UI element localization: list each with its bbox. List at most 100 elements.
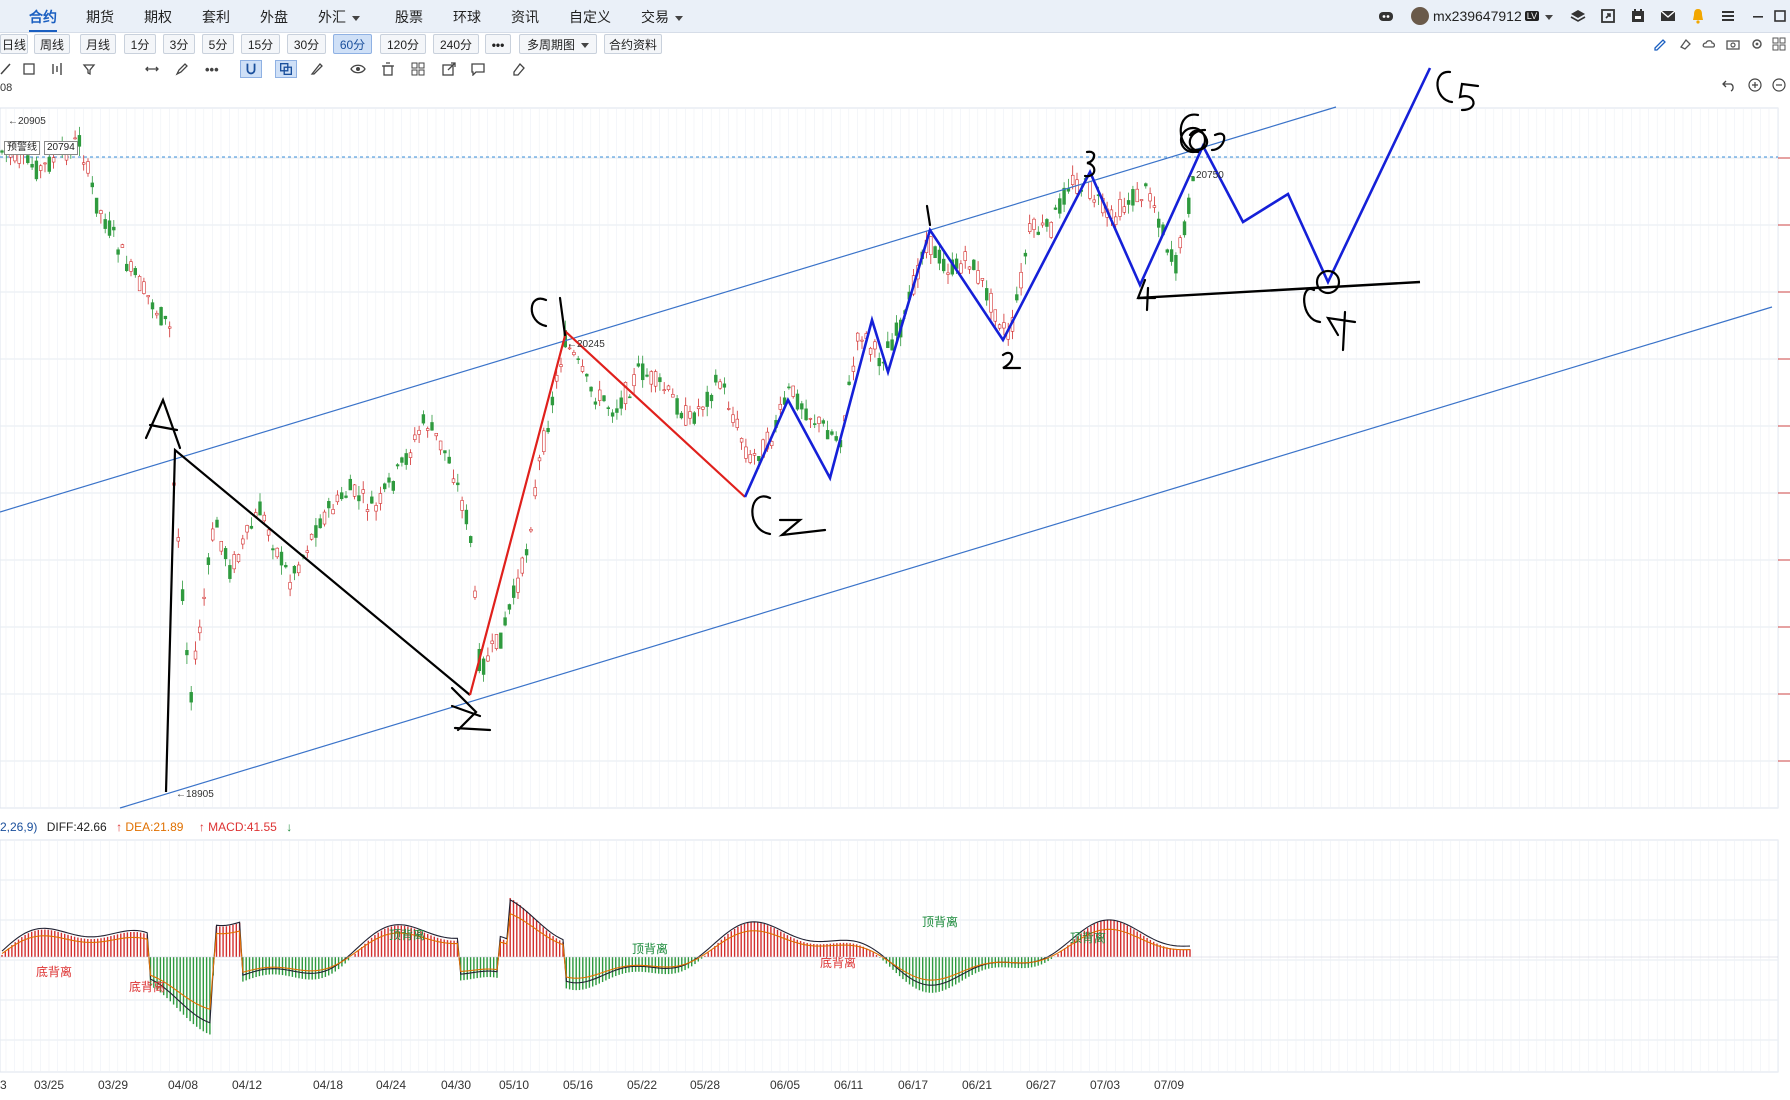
brush-icon[interactable] [175,62,189,76]
candle-body [228,565,232,579]
candle-body [804,408,808,421]
shape-icon[interactable] [22,62,36,76]
erase-icon[interactable] [1678,37,1692,51]
filter-icon[interactable] [82,62,96,76]
candle-body [129,261,133,272]
candle-body [94,197,99,214]
zoom-out-icon[interactable] [1772,78,1786,92]
candle-body [361,489,365,494]
candle-body [731,414,735,423]
pen-slash-icon[interactable] [0,62,12,76]
copy-icon[interactable] [275,60,297,78]
candle-body [0,150,4,153]
candle-body [344,495,348,498]
nav-custom[interactable]: 自定义 [569,9,611,25]
grid-icon[interactable] [411,62,425,76]
bar-icon[interactable] [50,62,64,76]
candle-body [1131,189,1135,206]
nav-options[interactable]: 期权 [144,9,172,25]
window-icon[interactable] [1600,8,1616,24]
grid-layout-icon[interactable] [1772,37,1786,51]
calendar-icon[interactable] [1630,8,1646,24]
candle-body [688,411,692,419]
nav-arbitrage[interactable]: 套利 [202,9,230,25]
chevron-down-icon [675,15,683,21]
undo-icon[interactable] [1722,78,1736,92]
bell-icon[interactable] [1690,8,1706,24]
dea-text: DEA:21.89 [125,820,184,834]
candle-body [1036,231,1041,235]
period-day[interactable]: 日线 [0,34,28,54]
candle-body [976,270,980,284]
candle-body [456,482,460,486]
menu-icon[interactable] [1720,8,1736,24]
multi-period-button[interactable]: 多周期图 [519,34,597,54]
zoom-in-icon[interactable] [1748,78,1762,92]
candle-body [701,406,705,410]
move-icon[interactable] [145,62,159,76]
settings-icon[interactable] [1750,37,1764,51]
nav-trade[interactable]: 交易 [641,7,683,27]
period-week[interactable]: 周线 [34,34,70,54]
label-a [144,397,182,450]
candle-body [137,276,142,292]
candle-body [933,246,937,259]
candle-body [847,381,851,385]
nav-stocks[interactable]: 股票 [395,9,423,25]
period-1min[interactable]: 1分 [124,34,156,54]
mail-icon[interactable] [1660,8,1676,24]
delete-icon[interactable] [381,62,395,76]
period-30min[interactable]: 30分 [287,34,326,54]
alert-price-tag[interactable]: 20794 [44,141,78,155]
comment-icon[interactable] [471,62,485,76]
candle-body [1023,252,1028,257]
eraser-icon[interactable] [512,62,526,76]
candle-body [696,406,701,410]
nav-foreign-market[interactable]: 外盘 [260,9,288,25]
minimize-icon[interactable] [1750,8,1766,24]
candle-body [778,403,783,410]
cloud-icon[interactable] [1702,37,1716,51]
candle-body [812,423,817,425]
candle-body [800,403,804,410]
more-periods-button[interactable]: ••• [485,34,511,54]
period-240min[interactable]: 240分 [433,34,479,54]
candle-body [1040,222,1045,226]
period-120min[interactable]: 120分 [380,34,426,54]
c3-marker-circle [1179,126,1207,154]
macd-divergence-label: 底背离 [129,980,166,994]
export-icon[interactable] [442,62,456,76]
candle-body [339,492,344,500]
recent-high-value: 20750 [1196,170,1224,181]
more-tools-button[interactable]: ••• [205,62,219,77]
candle-body [202,596,206,599]
period-3min[interactable]: 3分 [163,34,195,54]
camera-icon[interactable] [1726,37,1740,51]
period-15min[interactable]: 15分 [241,34,280,54]
arrow-down-icon: ↓ [286,820,293,834]
alert-line-tag[interactable]: 预警线 [4,141,40,155]
nav-global[interactable]: 环球 [453,9,481,25]
candle-body [318,518,322,529]
nav-forex[interactable]: 外汇 [318,7,360,27]
candle-body [468,536,473,543]
edit-icon[interactable] [1653,37,1667,51]
time-axis-label: 03/25 [34,1078,65,1092]
maximize-icon[interactable] [1772,8,1788,24]
magnet-icon[interactable] [240,60,262,78]
candle-body [718,381,722,389]
period-60min[interactable]: 60分 [333,34,372,54]
period-5min[interactable]: 5分 [202,34,234,54]
nav-futures[interactable]: 期货 [86,9,114,25]
eye-icon[interactable] [350,62,366,76]
nav-contract[interactable]: 合约 [29,7,57,32]
user-account[interactable]: mx239647912 LV [1411,7,1554,25]
candle-body [1071,174,1075,185]
layers-icon[interactable] [1570,8,1586,24]
period-month[interactable]: 月线 [80,34,116,54]
vip-icon[interactable] [1378,8,1394,24]
nav-news[interactable]: 资讯 [511,9,539,25]
contract-info-button[interactable]: 合约资料 [604,34,662,54]
draw-icon[interactable] [310,62,324,76]
